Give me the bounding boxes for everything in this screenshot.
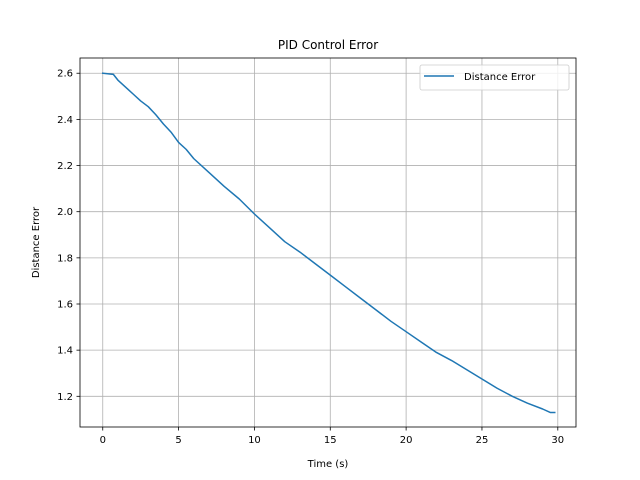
series-layer <box>101 72 556 414</box>
y-tick-label: 2.6 <box>57 69 73 80</box>
plot-frame <box>79 57 577 428</box>
legend-label-distance-error: Distance Error <box>464 72 536 83</box>
y-axis-label: Distance Error <box>31 206 42 278</box>
x-tick-label: 5 <box>175 435 181 446</box>
y-tick-label: 2.2 <box>57 161 73 172</box>
y-tick-label: 2.0 <box>57 207 73 218</box>
x-tick-label: 0 <box>100 435 106 446</box>
y-tick-label: 2.4 <box>57 115 73 126</box>
x-tick-label: 30 <box>551 435 564 446</box>
x-tick-label: 10 <box>248 435 261 446</box>
legend-box <box>419 64 570 91</box>
legend: Distance Error <box>419 64 570 91</box>
axis-ticks: 0 5 10 15 20 25 30 1.2 1.4 1.6 1.8 2.0 2.2 2.4 2.6 <box>57 69 564 446</box>
x-axis-label: Time (s) <box>307 459 349 470</box>
series-line-distance-error <box>101 72 556 414</box>
chart-title: PID Control Error <box>278 38 378 52</box>
x-tick-label: 15 <box>324 435 337 446</box>
y-tick-label: 1.8 <box>57 253 73 264</box>
y-tick-label: 1.4 <box>57 346 73 357</box>
grid <box>80 58 576 427</box>
x-tick-label: 25 <box>476 435 489 446</box>
x-tick-label: 20 <box>400 435 413 446</box>
y-tick-label: 1.6 <box>57 300 73 311</box>
y-tick-label: 1.2 <box>57 392 73 403</box>
